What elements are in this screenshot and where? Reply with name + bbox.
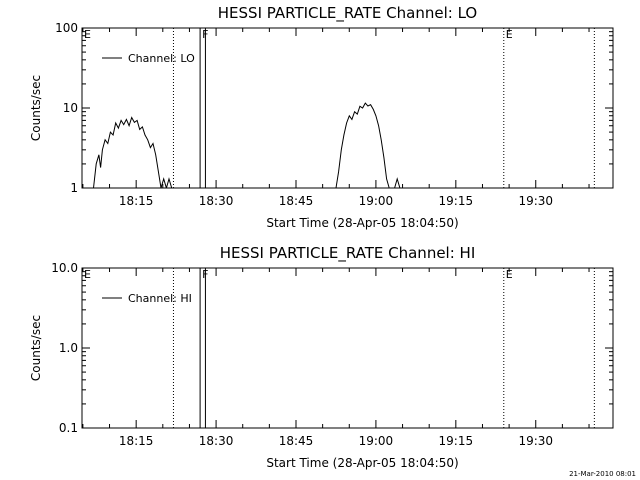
- x-axis-label: Start Time (28-Apr-05 18:04:50): [266, 216, 458, 230]
- y-tick-label: 10.0: [51, 261, 78, 275]
- x-tick-label: 18:15: [119, 434, 154, 448]
- chart-panel-1: HESSI PARTICLE_RATE Channel: HI 18:15 18:3…: [29, 244, 614, 470]
- x-tick-label: 19:15: [439, 194, 474, 208]
- chart-panel-0: HESSI PARTICLE_RATE Channel: LO 18:15 18:3…: [29, 4, 614, 230]
- x-tick-label: 19:30: [518, 194, 553, 208]
- y-tick-label: 1: [70, 181, 78, 195]
- event-marker-label: E: [84, 268, 91, 281]
- x-axis-label: Start Time (28-Apr-05 18:04:50): [266, 456, 458, 470]
- x-tick-label: 19:00: [359, 194, 394, 208]
- x-tick-label: 19:30: [518, 434, 553, 448]
- chart-title: HESSI PARTICLE_RATE Channel: LO: [218, 4, 477, 23]
- x-tick-label: 18:45: [279, 434, 314, 448]
- legend: Channel: HI: [102, 292, 192, 305]
- chart-title: HESSI PARTICLE_RATE Channel: HI: [220, 244, 476, 263]
- y-axis-label: Counts/sec: [29, 315, 43, 381]
- event-marker-label: E: [84, 28, 91, 41]
- y-tick-label: 10: [63, 101, 78, 115]
- event-marker-label: E: [506, 28, 513, 41]
- x-tick-label: 18:45: [279, 194, 314, 208]
- x-tick-label: 18:30: [199, 194, 234, 208]
- x-tick-label: 19:15: [439, 434, 474, 448]
- y-tick-label: 1.0: [59, 341, 78, 355]
- legend-label: Channel: LO: [128, 52, 195, 65]
- y-axis-label: Counts/sec: [29, 75, 43, 141]
- series-line: [93, 116, 173, 188]
- series-line: [335, 102, 390, 188]
- series-line: [394, 177, 401, 188]
- x-tick-label: 18:15: [119, 194, 154, 208]
- legend: Channel: LO: [102, 52, 195, 65]
- legend-label: Channel: HI: [128, 292, 192, 305]
- x-tick-label: 18:30: [199, 434, 234, 448]
- x-tick-label: 19:00: [359, 434, 394, 448]
- event-marker-label: E: [506, 268, 513, 281]
- footer-timestamp: 21-Mar-2010 08:01: [569, 470, 636, 478]
- y-tick-label: 100: [55, 21, 78, 35]
- y-tick-label: 0.1: [59, 421, 78, 435]
